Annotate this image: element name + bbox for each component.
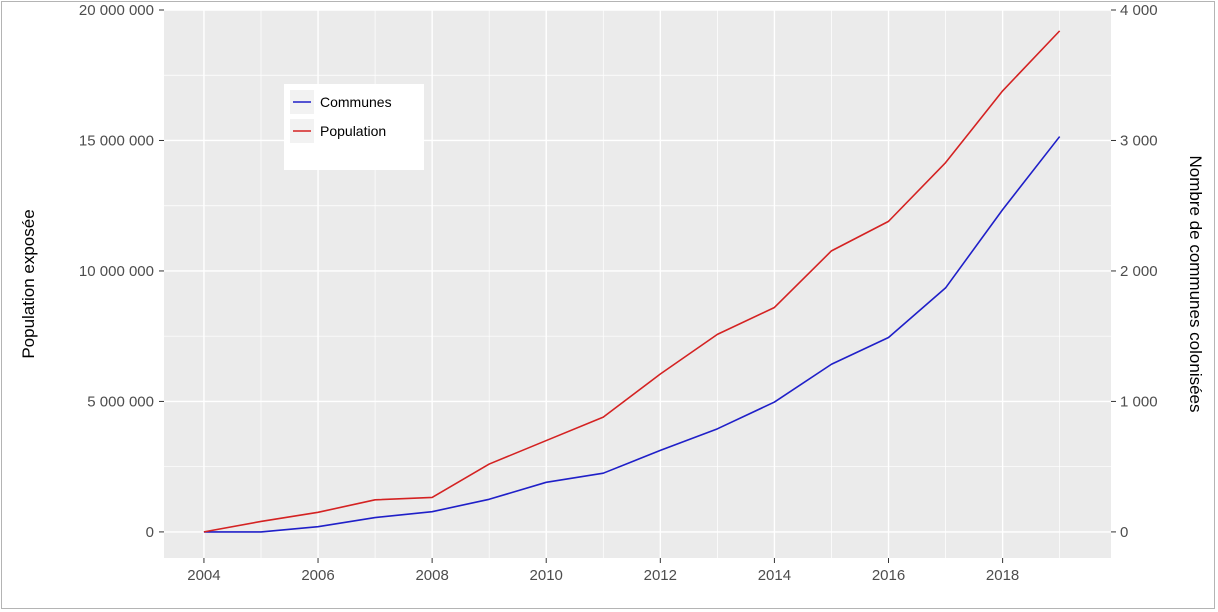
left-tick-label: 0: [146, 524, 154, 541]
legend-label-communes: Communes: [320, 94, 392, 110]
right-tick-label: 1 000: [1120, 393, 1158, 410]
left-tick-label: 5 000 000: [87, 393, 154, 410]
right-y-axis: 0 1 000 2 000 3 000 4 000: [1111, 2, 1158, 541]
x-tick-label: 2014: [758, 567, 791, 584]
x-axis: 2004 2006 2008 2010 2012 2014 2016 2018: [187, 558, 1019, 584]
left-tick-label: 10 000 000: [79, 263, 154, 280]
right-tick-label: 3 000: [1120, 132, 1158, 149]
x-tick-label: 2012: [644, 567, 677, 584]
x-tick-label: 2018: [986, 567, 1019, 584]
left-y-axis: 0 5 000 000 10 000 000 15 000 000 20 000 000: [79, 2, 164, 541]
series-line-population: [203, 30, 1061, 533]
legend: Communes Population: [284, 84, 424, 170]
legend-label-population: Population: [320, 123, 386, 139]
series-line-communes: [203, 136, 1061, 533]
x-tick-label: 2016: [872, 567, 905, 584]
left-tick-label: 20 000 000: [79, 2, 154, 19]
x-tick-label: 2008: [415, 567, 448, 584]
minor-gridlines: [164, 10, 1111, 558]
x-tick-label: 2010: [530, 567, 563, 584]
series-lines: [203, 30, 1061, 533]
left-axis-title: Population exposée: [19, 209, 38, 358]
x-tick-label: 2004: [187, 567, 220, 584]
left-tick-label: 15 000 000: [79, 132, 154, 149]
right-tick-label: 4 000: [1120, 2, 1158, 19]
right-tick-label: 2 000: [1120, 263, 1158, 280]
right-tick-label: 0: [1120, 524, 1128, 541]
right-axis-title: Nombre de communes colonisées: [1186, 155, 1205, 412]
x-tick-label: 2006: [301, 567, 334, 584]
